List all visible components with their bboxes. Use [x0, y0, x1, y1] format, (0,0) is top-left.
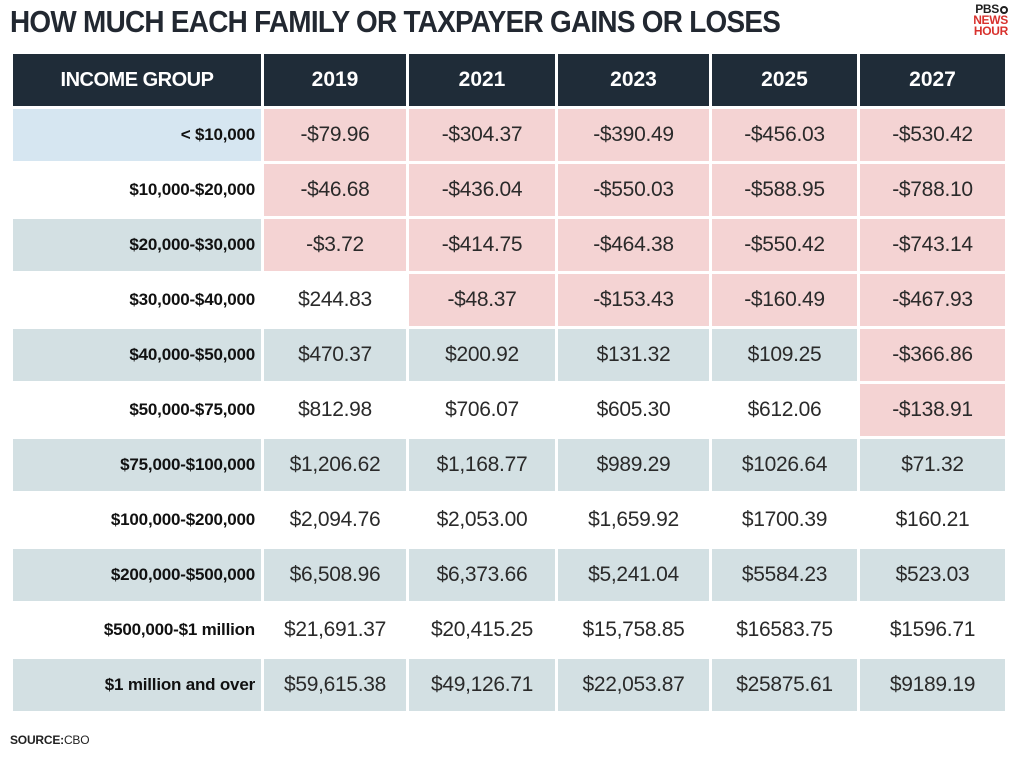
- value-cell-2025: $109.25: [712, 329, 857, 381]
- value-cell-2027: -$743.14: [860, 219, 1005, 271]
- value-cell-2023: $22,053.87: [558, 659, 709, 711]
- source-note: SOURCE:CBO: [10, 733, 90, 747]
- income-group-label: $40,000-$50,000: [13, 329, 261, 381]
- value-cell-2027: -$138.91: [860, 384, 1005, 436]
- value-cell-2019: $812.98: [298, 398, 372, 421]
- value-cell-2019: $470.37: [264, 329, 406, 381]
- column-header-2019: 2019: [264, 54, 406, 106]
- value-cell-2025: -$550.42: [712, 219, 857, 271]
- value-cell-2019: -$79.96: [264, 109, 406, 161]
- value-cell-2027: $9189.19: [860, 659, 1005, 711]
- column-header-2025: 2025: [712, 54, 857, 106]
- source-value: CBO: [63, 733, 90, 747]
- table-row: $1 million and over $59,615.38 $49,126.71 $…: [13, 659, 1005, 711]
- income-group-label: $10,000-$20,000: [129, 180, 255, 199]
- table-row: $200,000-$500,000 $6,508.96 $6,373.66 $5,24…: [13, 549, 1005, 601]
- value-cell-2027: $71.32: [860, 439, 1005, 491]
- value-cell-2027: $1596.71: [889, 618, 976, 641]
- value-cell-2019: $21,691.37: [283, 618, 387, 641]
- header-row: INCOME GROUP 2019 2021 2023 2025 2027: [13, 54, 1005, 106]
- income-group-label: $200,000-$500,000: [13, 549, 261, 601]
- chart-title: HOW MUCH EACH FAMILY OR TAXPAYER GAINS O…: [10, 4, 781, 39]
- gains-losses-table: INCOME GROUP 2019 2021 2023 2025 2027 < …: [10, 51, 1008, 714]
- value-cell-2021: $20,415.25: [430, 618, 534, 641]
- value-cell-2027: -$366.86: [860, 329, 1005, 381]
- table-row: $50,000-$75,000 $812.98 $706.07 $605.30 $612…: [13, 384, 1005, 436]
- income-group-label: $50,000-$75,000: [129, 400, 255, 419]
- value-cell-2025: -$588.95: [712, 164, 857, 216]
- income-group-label: $75,000-$100,000: [13, 439, 261, 491]
- value-cell-2023: $989.29: [558, 439, 709, 491]
- table-row: $100,000-$200,000 $2,094.76 $2,053.00 $1,65…: [13, 494, 1005, 546]
- value-cell-2023: -$153.43: [558, 274, 709, 326]
- income-group-label: $20,000-$30,000: [13, 219, 261, 271]
- value-cell-2021: -$48.37: [409, 274, 555, 326]
- value-cell-2023: -$550.03: [558, 164, 709, 216]
- value-cell-2025: $1700.39: [741, 508, 828, 531]
- value-cell-2027: $160.21: [895, 508, 970, 531]
- value-cell-2027: -$467.93: [860, 274, 1005, 326]
- table-row: $30,000-$40,000 $244.83 -$48.37 -$153.43 -$1…: [13, 274, 1005, 326]
- value-cell-2025: $16583.75: [736, 618, 833, 641]
- table-row: $20,000-$30,000 -$3.72 -$414.75 -$464.38 -$5…: [13, 219, 1005, 271]
- logo-line-2: NEWS: [973, 13, 1008, 27]
- value-cell-2021: -$436.04: [409, 164, 555, 216]
- value-cell-2021: $6,373.66: [409, 549, 555, 601]
- value-cell-2027: $523.03: [860, 549, 1005, 601]
- column-header-income-group: INCOME GROUP: [13, 54, 261, 106]
- column-header-2027: 2027: [860, 54, 1005, 106]
- value-cell-2025: -$456.03: [712, 109, 857, 161]
- table-row: < $10,000 -$79.96 -$304.37 -$390.49 -$456.03…: [13, 109, 1005, 161]
- source-label: SOURCE:: [10, 733, 64, 747]
- value-cell-2025: $5584.23: [712, 549, 857, 601]
- income-group-label: $30,000-$40,000: [129, 290, 255, 309]
- value-cell-2025: $25875.61: [712, 659, 857, 711]
- value-cell-2023: $1,659.92: [588, 508, 679, 531]
- value-cell-2025: $1026.64: [712, 439, 857, 491]
- value-cell-2023: $15,758.85: [582, 618, 685, 641]
- income-group-label: $500,000-$1 million: [103, 620, 255, 639]
- value-cell-2023: $131.32: [558, 329, 709, 381]
- value-cell-2019: -$46.68: [264, 164, 406, 216]
- value-cell-2021: -$414.75: [409, 219, 555, 271]
- value-cell-2021: $49,126.71: [409, 659, 555, 711]
- value-cell-2027: -$530.42: [860, 109, 1005, 161]
- logo-line-3: HOUR: [973, 24, 1008, 38]
- value-cell-2023: $5,241.04: [558, 549, 709, 601]
- value-cell-2023: -$464.38: [558, 219, 709, 271]
- value-cell-2019: $1,206.62: [264, 439, 406, 491]
- value-cell-2019: $244.83: [298, 288, 372, 311]
- value-cell-2021: $1,168.77: [409, 439, 555, 491]
- value-cell-2021: $200.92: [409, 329, 555, 381]
- pbs-ring-icon: [1000, 6, 1008, 14]
- income-group-label: < $10,000: [13, 109, 261, 161]
- pbs-newshour-logo: PBS NEWS HOUR: [948, 2, 1008, 38]
- value-cell-2023: -$390.49: [558, 109, 709, 161]
- table-row: $75,000-$100,000 $1,206.62 $1,168.77 $989.2…: [13, 439, 1005, 491]
- table-body: < $10,000 -$79.96 -$304.37 -$390.49 -$456.03…: [13, 109, 1005, 711]
- table-row: $40,000-$50,000 $470.37 $200.92 $131.32 $109…: [13, 329, 1005, 381]
- value-cell-2023: $605.30: [596, 398, 671, 421]
- value-cell-2021: $706.07: [445, 398, 519, 421]
- value-cell-2021: $2,053.00: [436, 508, 528, 531]
- table-row: $10,000-$20,000 -$46.68 -$436.04 -$550.03 -$…: [13, 164, 1005, 216]
- value-cell-2019: $2,094.76: [289, 508, 381, 531]
- value-cell-2025: $612.06: [747, 398, 822, 421]
- table-row: $500,000-$1 million $21,691.37 $20,415.25 $…: [13, 604, 1005, 656]
- income-group-label: $1 million and over: [13, 659, 261, 711]
- value-cell-2019: $6,508.96: [264, 549, 406, 601]
- column-header-2023: 2023: [558, 54, 709, 106]
- value-cell-2021: -$304.37: [409, 109, 555, 161]
- value-cell-2025: -$160.49: [712, 274, 857, 326]
- logo-line-1: PBS: [975, 2, 999, 16]
- income-group-label: $100,000-$200,000: [110, 510, 255, 529]
- column-header-2021: 2021: [409, 54, 555, 106]
- value-cell-2019: $59,615.38: [264, 659, 406, 711]
- value-cell-2027: -$788.10: [860, 164, 1005, 216]
- value-cell-2019: -$3.72: [264, 219, 406, 271]
